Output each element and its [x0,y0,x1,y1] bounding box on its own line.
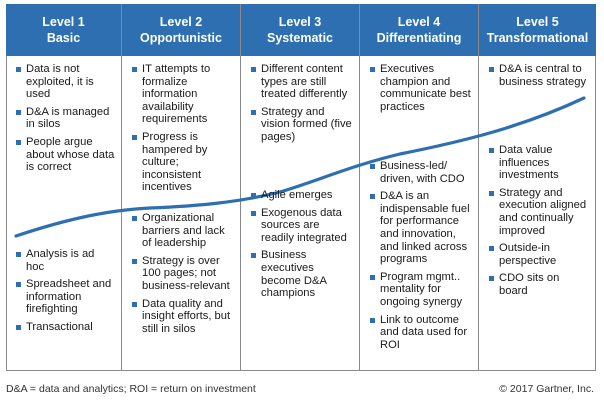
list-item: Strategy is over 100 pages; not business… [132,255,234,293]
list-item: Organizational barriers and lack of lead… [132,212,234,250]
list-item: D&A is managed in silos [16,106,115,131]
list-item: Strategy and execution aligned and conti… [489,187,590,237]
list-item: Executives champion and communicate best… [370,63,472,113]
list-item: Spreadsheet and information firefighting [16,278,115,316]
column-divider [240,4,241,371]
level-4-top-list: Executives champion and communicate best… [370,63,472,118]
column-divider [121,4,122,371]
level-5-bottom-list: Data value influences investments Strate… [489,144,590,303]
list-item: CDO sits on board [489,272,590,297]
level-1-header: Level 1 Basic [6,4,121,56]
list-item: Exogenous data sources are readily integ… [251,207,353,245]
list-item: Analysis is ad hoc [16,248,115,273]
list-item: Program mgmt.. mentality for ongoing syn… [370,271,472,309]
level-4-name: Differentiating [376,31,462,45]
level-3-name: Systematic [266,31,333,45]
maturity-curve-line [14,96,586,238]
list-item: Data quality and insight efforts, but st… [132,298,234,336]
level-2-name: Opportunistic [140,31,222,45]
level-1-bottom-list: Analysis is ad hoc Spreadsheet and infor… [16,248,115,339]
list-item: Different content types are still treate… [251,63,353,101]
list-item: Link to outcome and data used for ROI [370,314,472,352]
list-item: Transactional [16,321,115,334]
list-item: D&A is an indispensable fuel for perform… [370,190,472,266]
list-item: Outside-in perspective [489,242,590,267]
level-5-number: Level 5 [516,15,559,29]
level-4-bottom-list: Business-led/ driven, with CDO D&A is an… [370,160,472,356]
list-item: D&A is central to business strategy [489,63,590,88]
level-3-header: Level 3 Systematic [241,4,359,56]
list-item: Data value influences investments [489,144,590,182]
level-4-header: Level 4 Differentiating [360,4,478,56]
list-item: Strategy and vision formed (five pages) [251,106,353,144]
level-5-header: Level 5 Transformational [479,4,596,56]
list-item: Progress is hampered by culture; inconsi… [132,131,234,194]
level-5-top-list: D&A is central to business strategy [489,63,590,93]
level-3-top-list: Different content types are still treate… [251,63,353,149]
level-4-number: Level 4 [397,15,441,29]
list-item: People argue about whose data is correct [16,136,115,174]
level-2-bottom-list: Organizational barriers and lack of lead… [132,212,234,340]
copyright: © 2017 Gartner, Inc. [499,383,594,395]
list-item: Business executives become D&A champions [251,249,353,299]
level-3-number: Level 3 [278,15,322,29]
list-item: IT attempts to formalize information ava… [132,63,234,126]
level-4-column: Executives champion and communicate best… [360,56,478,371]
level-1-top-list: Data is not exploited, it is used D&A is… [16,63,115,179]
level-5-name: Transformational [486,31,589,45]
footnote: D&A = data and analytics; ROI = return o… [6,383,256,395]
list-item: Data is not exploited, it is used [16,63,115,101]
level-5-column: D&A is central to business strategy Data… [479,56,596,371]
column-divider [359,4,360,371]
level-1-name: Basic [46,31,81,45]
list-item: Agile emerges [251,189,353,202]
level-2-column: IT attempts to formalize information ava… [122,56,240,371]
level-3-column: Different content types are still treate… [241,56,359,371]
level-1-number: Level 1 [42,15,85,29]
list-item: Business-led/ driven, with CDO [370,160,472,185]
level-2-top-list: IT attempts to formalize information ava… [132,63,234,199]
level-2-number: Level 2 [159,15,203,29]
level-3-bottom-list: Agile emerges Exogenous data sources are… [251,189,353,305]
column-divider [478,4,479,371]
level-1-column: Data is not exploited, it is used D&A is… [6,56,121,371]
level-2-header: Level 2 Opportunistic [122,4,240,56]
